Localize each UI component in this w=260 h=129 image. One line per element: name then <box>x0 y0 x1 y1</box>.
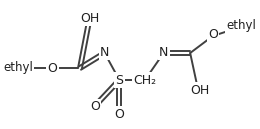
Text: N: N <box>100 46 109 58</box>
Text: ethyl: ethyl <box>226 19 256 33</box>
Text: OH: OH <box>190 83 210 96</box>
Text: O: O <box>48 62 57 75</box>
Text: O: O <box>208 29 218 42</box>
Text: O: O <box>114 107 124 120</box>
Text: N: N <box>159 46 168 58</box>
Text: OH: OH <box>80 11 100 25</box>
Text: CH₂: CH₂ <box>133 74 157 87</box>
Text: ethyl: ethyl <box>3 62 33 75</box>
Text: S: S <box>115 74 123 87</box>
Text: O: O <box>90 100 100 114</box>
